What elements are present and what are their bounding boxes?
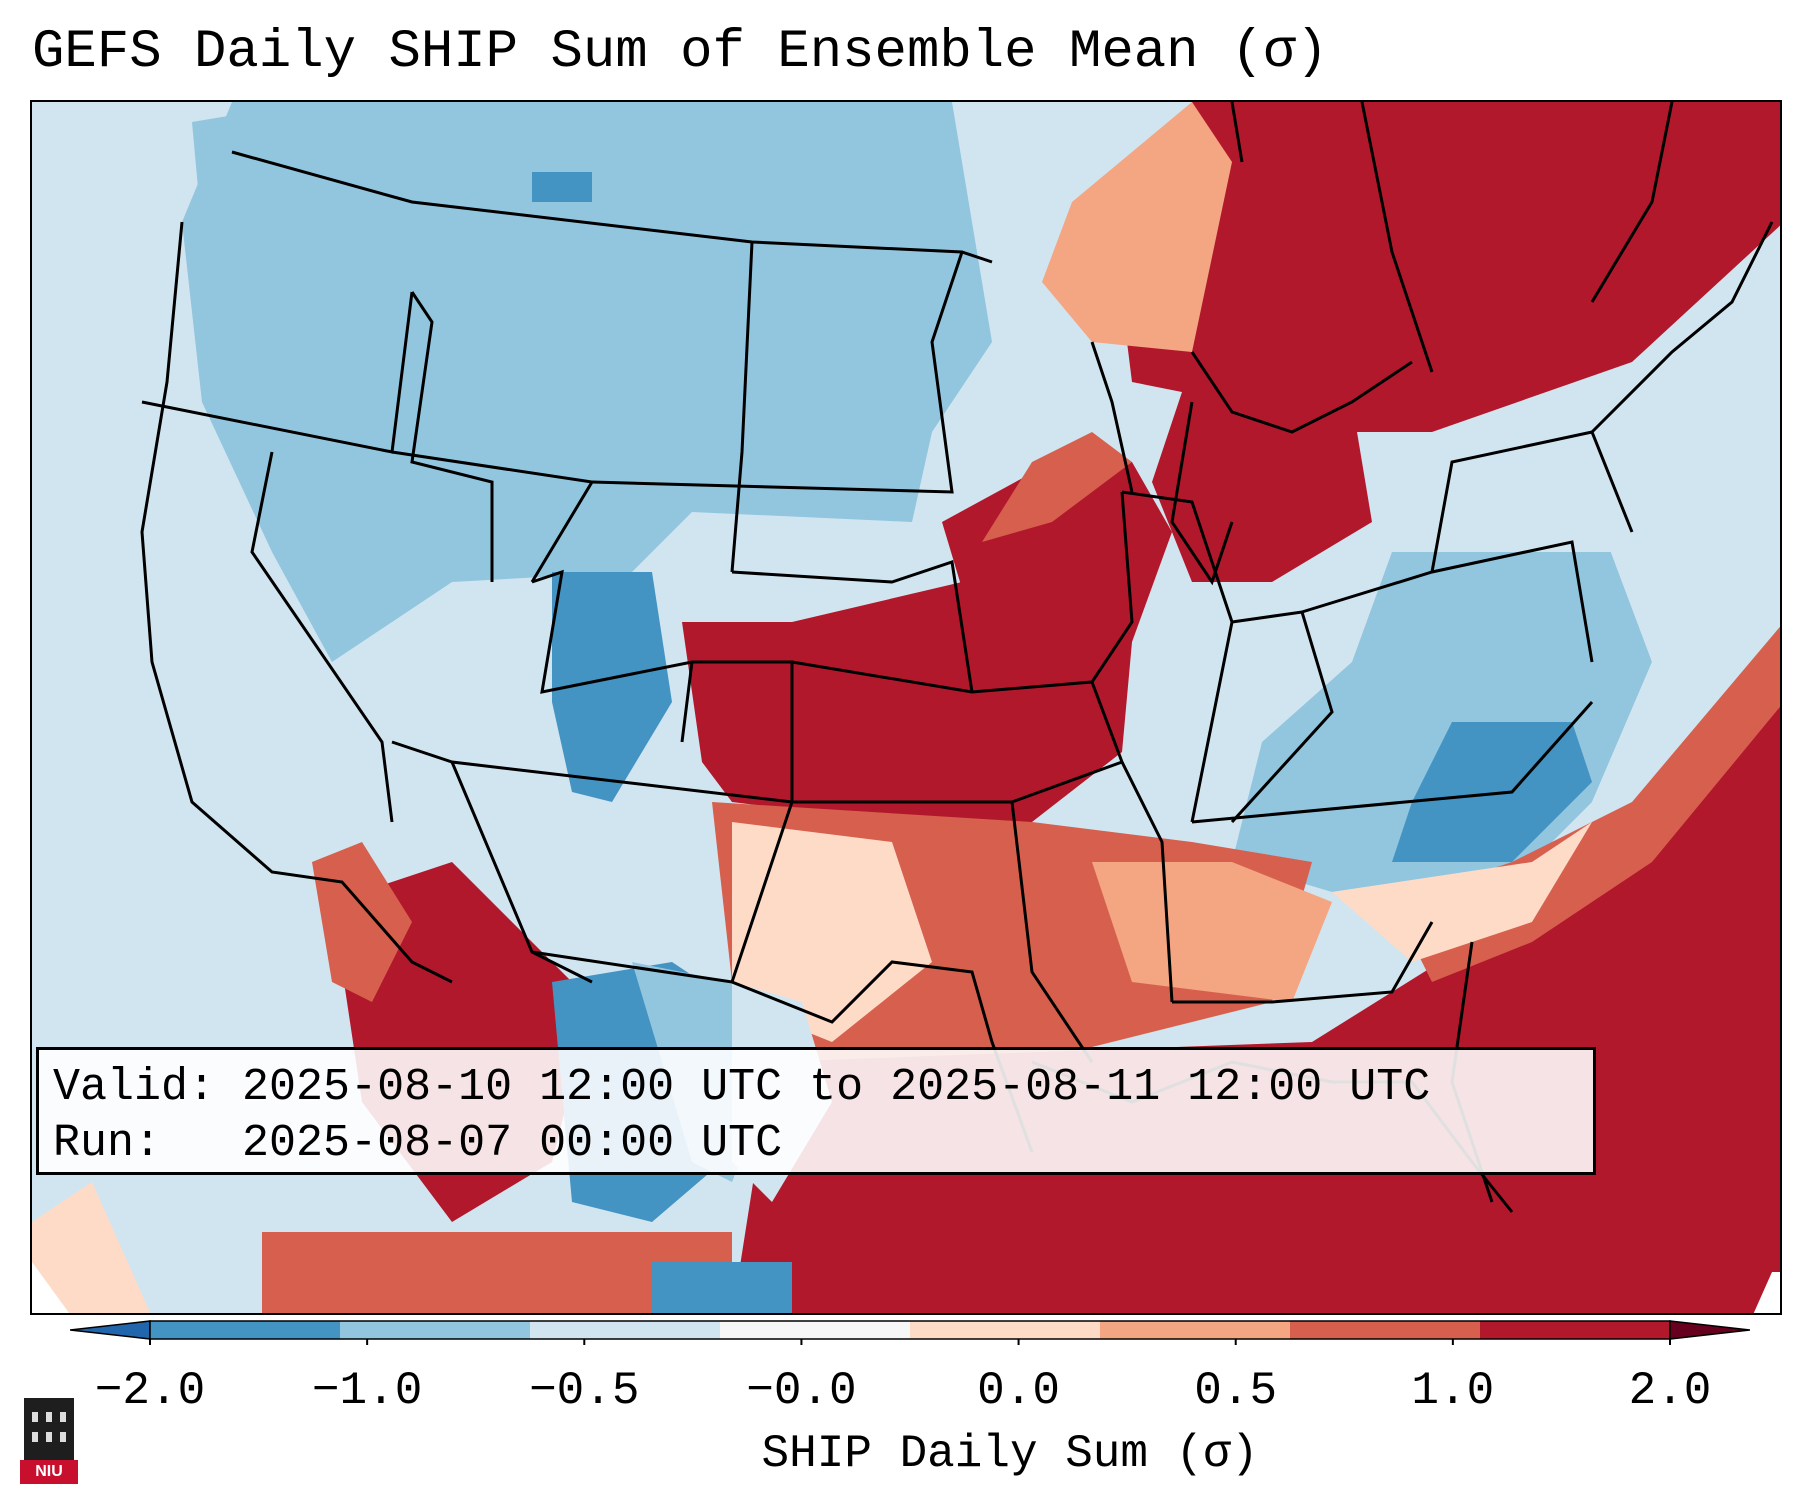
valid-label: Valid: bbox=[53, 1062, 216, 1113]
colorbar-tick-label: 1.0 bbox=[1411, 1365, 1495, 1417]
colorbar-tick-label: 0.0 bbox=[977, 1365, 1060, 1417]
colorbar-segment bbox=[1100, 1321, 1291, 1339]
colorbar-segment bbox=[530, 1321, 721, 1339]
logo-text: NIU bbox=[20, 1460, 78, 1484]
niu-logo: NIU bbox=[20, 1388, 78, 1484]
chart-title: GEFS Daily SHIP Sum of Ensemble Mean (σ) bbox=[32, 22, 1329, 83]
state-boundaries bbox=[140, 102, 1774, 1213]
colorbar-tick-label: −2.0 bbox=[94, 1365, 206, 1417]
colorbar-under-arrow bbox=[70, 1320, 151, 1340]
colorbar-label: SHIP Daily Sum (σ) bbox=[761, 1428, 1259, 1480]
colorbar-over-arrow bbox=[1669, 1320, 1750, 1340]
colorbar-tick-label: −1.0 bbox=[311, 1365, 423, 1417]
colorbar-tick-label: 0.5 bbox=[1194, 1365, 1278, 1417]
colorbar-segment bbox=[1480, 1321, 1671, 1339]
colorbar-segment bbox=[150, 1321, 341, 1339]
valid-run-info-box: Valid: 2025-08-10 12:00 UTC to 2025-08-1… bbox=[36, 1047, 1596, 1175]
plains-red-region bbox=[682, 572, 1132, 822]
colorbar-segment bbox=[1290, 1321, 1481, 1339]
colorbar-tick-label: −0.0 bbox=[746, 1365, 857, 1417]
great-lakes-canada-red bbox=[1112, 102, 1780, 432]
colorado-dark-blue bbox=[552, 572, 672, 802]
logo-tower-icon bbox=[24, 1398, 74, 1460]
valid-value: 2025-08-10 12:00 UTC to 2025-08-11 12:00… bbox=[242, 1062, 1431, 1113]
colorbar-tick-label: −0.5 bbox=[529, 1365, 640, 1417]
colorbar bbox=[70, 1320, 1750, 1345]
run-value: 2025-08-07 00:00 UTC bbox=[242, 1118, 783, 1169]
colorbar-segment bbox=[910, 1321, 1101, 1339]
run-label: Run: bbox=[53, 1118, 162, 1169]
colorbar-tick-label: 2.0 bbox=[1628, 1365, 1712, 1417]
colorbar-segment bbox=[720, 1321, 911, 1339]
colorbar-segment bbox=[340, 1321, 531, 1339]
northwest-blue-region bbox=[182, 102, 992, 662]
pacific-region bbox=[32, 102, 332, 1313]
